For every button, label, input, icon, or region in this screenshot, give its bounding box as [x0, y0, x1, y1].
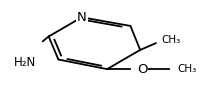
Text: O: O — [137, 63, 147, 76]
Text: N: N — [77, 11, 87, 24]
Text: H₂N: H₂N — [14, 56, 36, 69]
Text: CH₃: CH₃ — [162, 35, 181, 45]
Text: CH₃: CH₃ — [177, 64, 196, 74]
